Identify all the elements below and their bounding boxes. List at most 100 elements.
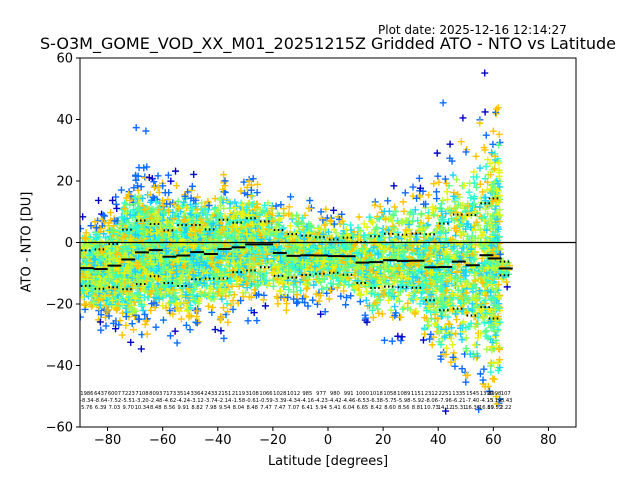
scatter-point xyxy=(107,235,115,243)
scatter-point xyxy=(131,200,139,208)
scatter-point xyxy=(135,193,143,201)
scatter-point xyxy=(166,332,174,340)
scatter-point xyxy=(81,235,89,243)
scatter-point xyxy=(137,183,145,191)
scatter-point xyxy=(122,313,130,321)
scatter-point xyxy=(92,284,100,292)
scatter-point xyxy=(137,345,145,353)
scatter-point xyxy=(112,193,120,201)
scatter-point xyxy=(129,326,137,334)
scatter-point xyxy=(169,208,177,216)
scatter-point xyxy=(128,291,136,299)
scatter-point xyxy=(161,283,169,291)
scatter-point xyxy=(119,248,127,256)
scatter-point xyxy=(134,278,142,286)
scatter-point xyxy=(105,312,113,320)
scatter-point xyxy=(177,315,185,323)
scatter-point xyxy=(90,299,98,307)
scatter-point xyxy=(152,198,160,206)
scatter-point xyxy=(141,287,149,295)
scatter-point xyxy=(108,286,116,294)
scatter-point xyxy=(182,321,190,329)
scatter-point xyxy=(118,273,126,281)
scatter-point xyxy=(134,186,142,194)
scatter-point xyxy=(170,215,178,223)
scatter-point xyxy=(97,225,105,233)
scatter-point xyxy=(166,307,174,315)
scatter-point xyxy=(97,326,105,334)
scatter-point xyxy=(145,174,153,182)
scatter-point xyxy=(80,300,88,308)
scatter-point xyxy=(131,268,139,276)
scatter-point xyxy=(169,310,177,318)
scatter-point xyxy=(119,280,127,288)
scatter-point xyxy=(118,331,126,339)
scatter-point xyxy=(131,231,139,239)
scatter-point xyxy=(122,321,130,329)
scatter-point xyxy=(166,222,174,230)
scatter-point xyxy=(85,251,93,259)
scatter-point xyxy=(83,244,91,252)
scatter-point xyxy=(101,302,109,310)
scatter-point xyxy=(112,251,120,259)
scatter-point xyxy=(108,244,116,252)
scatter-point xyxy=(107,209,115,217)
scatter-point xyxy=(133,223,141,231)
scatter-point xyxy=(134,182,142,190)
scatter-point xyxy=(166,252,174,260)
scatter-point xyxy=(161,290,169,298)
scatter-point xyxy=(131,294,139,302)
scatter-point xyxy=(159,228,167,236)
scatter-point xyxy=(104,306,112,314)
scatter-point xyxy=(156,213,164,221)
scatter-point xyxy=(172,167,180,175)
scatter-point xyxy=(155,295,163,303)
scatter-point xyxy=(90,278,98,286)
scatter-point xyxy=(146,221,154,229)
scatter-point xyxy=(132,307,140,315)
scatter-point xyxy=(130,306,138,314)
scatter-point xyxy=(167,282,175,290)
scatter-point xyxy=(124,207,132,215)
scatter-point xyxy=(167,177,175,185)
scatter-point xyxy=(94,291,102,299)
scatter-point xyxy=(151,256,159,264)
scatter-point xyxy=(110,222,118,230)
scatter-point xyxy=(124,229,132,237)
scatter-point xyxy=(108,297,116,305)
scatter-point xyxy=(163,273,171,281)
scatter-point xyxy=(159,294,167,302)
scatter-point xyxy=(134,261,142,269)
scatter-point xyxy=(143,330,151,338)
scatter-point xyxy=(119,224,127,232)
scatter-point xyxy=(91,244,99,252)
scatter-point xyxy=(155,206,163,214)
scatter-point xyxy=(139,306,147,314)
chart-title: S-O3M_GOME_VOD_XX_M01_20251215Z Gridded … xyxy=(39,34,616,53)
scatter-point xyxy=(151,195,159,203)
scatter-point xyxy=(108,227,116,235)
scatter-point xyxy=(153,229,161,237)
scatter-point xyxy=(135,315,143,323)
scatter-point xyxy=(138,253,146,261)
scatter-point xyxy=(134,291,142,299)
scatter-point xyxy=(119,309,127,317)
scatter-point xyxy=(111,285,119,293)
scatter-point xyxy=(96,318,104,326)
scatter-point xyxy=(92,224,100,232)
scatter-point xyxy=(165,207,173,215)
scatter-point xyxy=(110,319,118,327)
scatter-point xyxy=(95,233,103,241)
scatter-point xyxy=(100,230,108,238)
scatter-point xyxy=(135,227,143,235)
scatter-point xyxy=(83,259,91,267)
scatter-point xyxy=(120,232,128,240)
scatter-point xyxy=(112,325,120,333)
scatter-point xyxy=(122,264,130,272)
scatter-point xyxy=(98,295,106,303)
scatter-point xyxy=(136,242,144,250)
scatter-point xyxy=(149,205,157,213)
scatter-point xyxy=(139,283,147,291)
scatter-point xyxy=(155,188,163,196)
